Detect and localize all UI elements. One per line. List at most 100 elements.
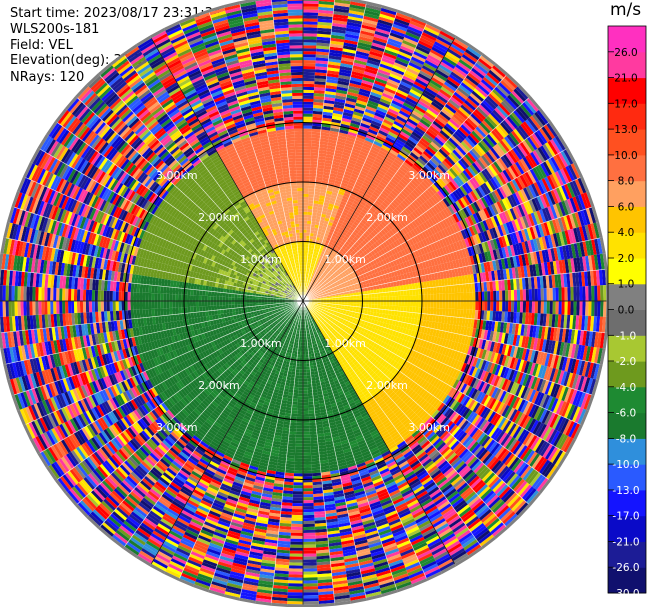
velocity-gate (303, 220, 308, 224)
velocity-gate (332, 207, 339, 213)
velocity-gate (442, 293, 446, 301)
velocity-gate (350, 74, 364, 80)
velocity-gate (439, 293, 443, 301)
velocity-gate (396, 89, 409, 97)
velocity-gate (561, 301, 565, 315)
velocity-gate (415, 301, 419, 308)
velocity-gate (356, 178, 364, 185)
velocity-gate (425, 23, 441, 34)
velocity-gate (505, 290, 509, 301)
velocity-gate (364, 159, 374, 166)
velocity-gate (316, 212, 322, 217)
velocity-gate (374, 30, 390, 38)
velocity-gate (303, 182, 310, 186)
velocity-gate (353, 301, 357, 304)
velocity-gate (401, 42, 416, 51)
velocity-gate (448, 285, 452, 294)
velocity-gate (349, 156, 358, 163)
velocity-gate (341, 198, 348, 204)
velocity-gate (403, 306, 407, 312)
velocity-gate (330, 170, 338, 175)
velocity-gate (303, 238, 307, 242)
velocity-gate (311, 215, 317, 219)
velocity-gate (359, 125, 370, 132)
velocity-gate (311, 257, 315, 261)
velocity-gate (408, 23, 424, 32)
velocity-gate (339, 185, 347, 190)
velocity-gate (336, 174, 344, 180)
velocity-gate (303, 241, 307, 245)
velocity-gate (311, 272, 314, 276)
velocity-gate (336, 196, 343, 201)
velocity-gate (303, 256, 306, 260)
velocity-gate (324, 162, 333, 168)
velocity-gate (314, 75, 327, 80)
velocity-gate (310, 161, 318, 165)
velocity-gate (448, 308, 452, 317)
velocity-gate (346, 21, 362, 28)
velocity-gate (303, 253, 306, 257)
velocity-gate (346, 165, 355, 171)
velocity-gate (353, 142, 363, 149)
velocity-gate (493, 301, 497, 312)
velocity-gate (303, 15, 318, 19)
velocity-gate (305, 259, 308, 263)
velocity-gate (306, 262, 310, 266)
velocity-gate (356, 298, 360, 301)
velocity-gate (340, 160, 348, 166)
velocity-gate (303, 244, 306, 248)
velocity-gate (360, 27, 376, 34)
velocity-gate (368, 128, 378, 136)
velocity-gate (442, 308, 446, 316)
velocity-gate (332, 112, 343, 118)
velocity-gate (327, 206, 334, 211)
velocity-gate (311, 242, 316, 246)
velocity-gate (427, 294, 431, 301)
velocity-gate (341, 211, 348, 217)
velocity-gate (349, 79, 362, 86)
velocity-gate (354, 56, 368, 63)
velocity-gate (303, 268, 305, 272)
velocity-gate (454, 301, 458, 310)
velocity-gate (339, 65, 353, 72)
velocity-gate (356, 97, 369, 103)
velocity-gate (343, 42, 358, 48)
velocity-gate (310, 278, 313, 282)
velocity-gate (310, 155, 319, 159)
velocity-gate (347, 162, 356, 168)
velocity-gate (313, 233, 318, 237)
velocity-gate (496, 301, 500, 312)
velocity-gate (347, 18, 363, 25)
velocity-gate (303, 161, 311, 165)
velocity-gate (361, 167, 370, 174)
velocity-gate (312, 116, 323, 121)
velocity-gate (407, 64, 421, 73)
velocity-gate (528, 289, 533, 301)
velocity-gate (323, 220, 329, 225)
velocity-gate (408, 61, 422, 71)
velocity-gate (324, 196, 331, 201)
velocity-gate (499, 290, 503, 301)
velocity-gate (350, 151, 360, 157)
velocity-gate (309, 278, 312, 282)
velocity-gate (349, 7, 365, 13)
velocity-gate (312, 212, 317, 216)
velocity-gate (424, 307, 428, 315)
velocity-gate (312, 254, 316, 258)
velocity-gate (342, 48, 357, 54)
velocity-gate (333, 183, 341, 188)
velocity-gate (311, 218, 316, 222)
velocity-gate (327, 184, 334, 189)
velocity-gate (379, 127, 390, 134)
velocity-gate (395, 56, 410, 65)
velocity-gate (502, 290, 506, 301)
velocity-gate (385, 113, 397, 121)
velocity-gate (330, 40, 344, 46)
velocity-gate (363, 162, 372, 169)
velocity-gate (314, 191, 321, 196)
velocity-gate (522, 289, 527, 301)
velocity-gate (347, 131, 358, 137)
velocity-gate (314, 245, 318, 250)
velocity-gate (344, 103, 356, 109)
velocity-gate (316, 237, 320, 241)
